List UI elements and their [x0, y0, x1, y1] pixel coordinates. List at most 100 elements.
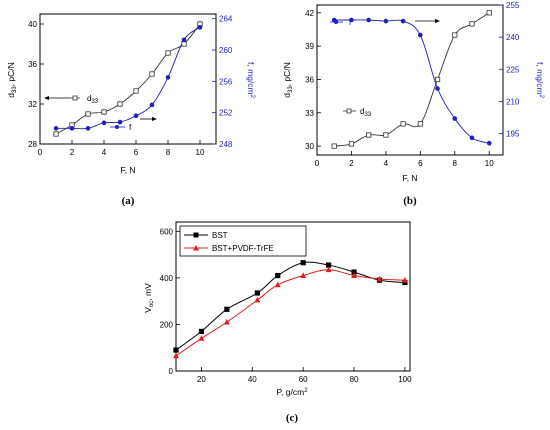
plot-frame-c — [175, 221, 411, 372]
x-tick-labels-a: 0 2 4 6 8 10 — [38, 140, 205, 157]
x-tick-label-a: 6 — [134, 148, 139, 157]
data-point-d33-b — [452, 32, 458, 38]
y-tick-label-c: 600 — [160, 227, 174, 236]
legend-arrowhead-right-b — [435, 19, 440, 23]
y-right-tick-label-b: 210 — [506, 97, 520, 106]
data-point-f-b — [486, 140, 492, 146]
data-point-bst — [300, 260, 306, 266]
legend-marker-f-a — [115, 125, 119, 129]
legend-label-f-b: f — [349, 18, 352, 27]
data-point-f-a — [197, 25, 203, 30]
y-tick-label-b: 30 — [305, 142, 314, 151]
legend-a: d33 f — [44, 94, 157, 132]
y-right-tick-label-b: 225 — [506, 65, 520, 74]
y-right-tick-label-a: 264 — [219, 15, 233, 24]
panel-label-a: (a) — [122, 195, 135, 207]
y-axis-title-c: Voc, mV — [143, 283, 155, 313]
data-point-bst-pvdf-trfe — [173, 352, 179, 359]
data-point-bst-pvdf-trfe — [198, 335, 205, 341]
data-point-d33-a — [165, 50, 171, 56]
data-point-bst — [326, 262, 332, 268]
series-markers-c — [173, 260, 408, 359]
x-tick-label-a: 8 — [166, 148, 171, 157]
data-point-f-a — [85, 126, 91, 131]
y-tick-label-b: 36 — [305, 75, 314, 84]
series-markers-b — [331, 10, 492, 149]
data-point-bst-pvdf-trfe — [401, 277, 408, 283]
y-right-tick-label-b: 240 — [506, 33, 520, 42]
y-tick-label-c: 200 — [160, 320, 174, 329]
data-point-f-b — [349, 17, 354, 23]
data-point-d33-a — [85, 111, 91, 117]
series-markers-a — [53, 21, 203, 137]
y-tick-label-b: 39 — [305, 42, 314, 51]
legend-label-bst-pvdf: BST+PVDF-TrFE — [212, 244, 274, 253]
data-point-bst-pvdf-trfe — [300, 272, 307, 278]
data-point-d33-b — [417, 121, 423, 127]
data-point-bst-pvdf-trfe — [376, 275, 383, 282]
data-point-bst — [224, 306, 230, 312]
y-right-tick-labels-a: 248 252 256 260 264 — [212, 15, 233, 149]
x-tick-label-b: 10 — [485, 159, 494, 168]
y-right-tick-label-b: 255 — [506, 1, 520, 10]
x-tick-label-c: 60 — [299, 375, 308, 384]
legend-arrowhead-right-a — [152, 117, 157, 121]
x-tick-label-c: 80 — [350, 375, 359, 384]
x-tick-label-b: 8 — [453, 159, 458, 168]
data-point-f-b — [452, 116, 458, 121]
series-line-f-b — [334, 19, 490, 144]
data-point-bst — [351, 269, 357, 275]
data-point-d33-b — [400, 121, 406, 127]
y-right-tick-label-a: 248 — [219, 140, 233, 149]
legend-marker-d33-b — [346, 108, 352, 114]
data-point-bst-pvdf-trfe — [351, 272, 358, 278]
legend-marker-f-b — [334, 20, 338, 24]
x-tick-label-b: 6 — [418, 159, 423, 168]
x-tick-label-c: 40 — [248, 375, 257, 384]
legend-arrowhead-left-a — [44, 96, 49, 100]
legend-marker-bst — [193, 232, 199, 238]
data-point-f-a — [101, 120, 107, 126]
data-point-f-b — [400, 18, 406, 24]
panel-label-c: (c) — [286, 412, 299, 424]
plot-frame-a — [39, 13, 217, 145]
data-point-f-b — [366, 17, 371, 23]
y-tick-label-a: 36 — [28, 60, 37, 69]
x-tick-label-b: 0 — [315, 159, 320, 168]
y-right-axis-title-b: f, mg/cm2 — [535, 62, 545, 99]
y-left-axis-title-a: d33, pC/N — [6, 62, 18, 98]
x-axis-title-a: F, N — [120, 165, 135, 175]
x-tick-label-a: 2 — [70, 148, 75, 157]
y-left-tick-labels-a: 28 32 36 40 — [28, 20, 44, 149]
data-point-d33-a — [117, 101, 123, 107]
data-point-f-b — [418, 32, 423, 38]
x-tick-label-a: 10 — [196, 148, 205, 157]
x-axis-title-b: F, N — [402, 173, 417, 183]
y-tick-label-b: 33 — [305, 109, 314, 118]
series-line-d33-b — [334, 12, 490, 147]
data-point-d33-b — [469, 21, 475, 27]
legend-marker-d33-a — [72, 95, 78, 101]
series-line-bst-pvdf-trfe — [175, 269, 405, 357]
panel-a: 0 2 4 6 8 10 28 32 36 40 248 252 256 260 264 F, N d3… — [6, 13, 256, 207]
data-point-f-a — [117, 119, 123, 125]
data-point-f-b — [469, 135, 475, 141]
series-line-bst — [175, 261, 405, 351]
legend-box-c — [179, 225, 307, 257]
data-point-bst-pvdf-trfe — [223, 318, 230, 325]
legend-c: BST BST+PVDF-TrFE — [179, 225, 307, 257]
x-tick-label-b: 2 — [349, 159, 354, 168]
data-point-d33-a — [133, 88, 139, 94]
series-line-f-a — [55, 26, 201, 130]
panel-label-b: (b) — [403, 195, 417, 207]
data-point-f-a — [165, 75, 171, 80]
x-tick-label-b: 4 — [384, 159, 389, 168]
x-tick-label-c: 100 — [398, 375, 412, 384]
y-tick-label-a: 28 — [28, 140, 37, 149]
data-point-d33-a — [149, 71, 155, 77]
y-tick-labels-c: 0 200 400 600 — [160, 227, 180, 376]
y-right-tick-label-b: 195 — [506, 130, 520, 139]
data-point-d33-b — [366, 132, 372, 138]
data-point-bst-pvdf-trfe — [254, 296, 261, 303]
